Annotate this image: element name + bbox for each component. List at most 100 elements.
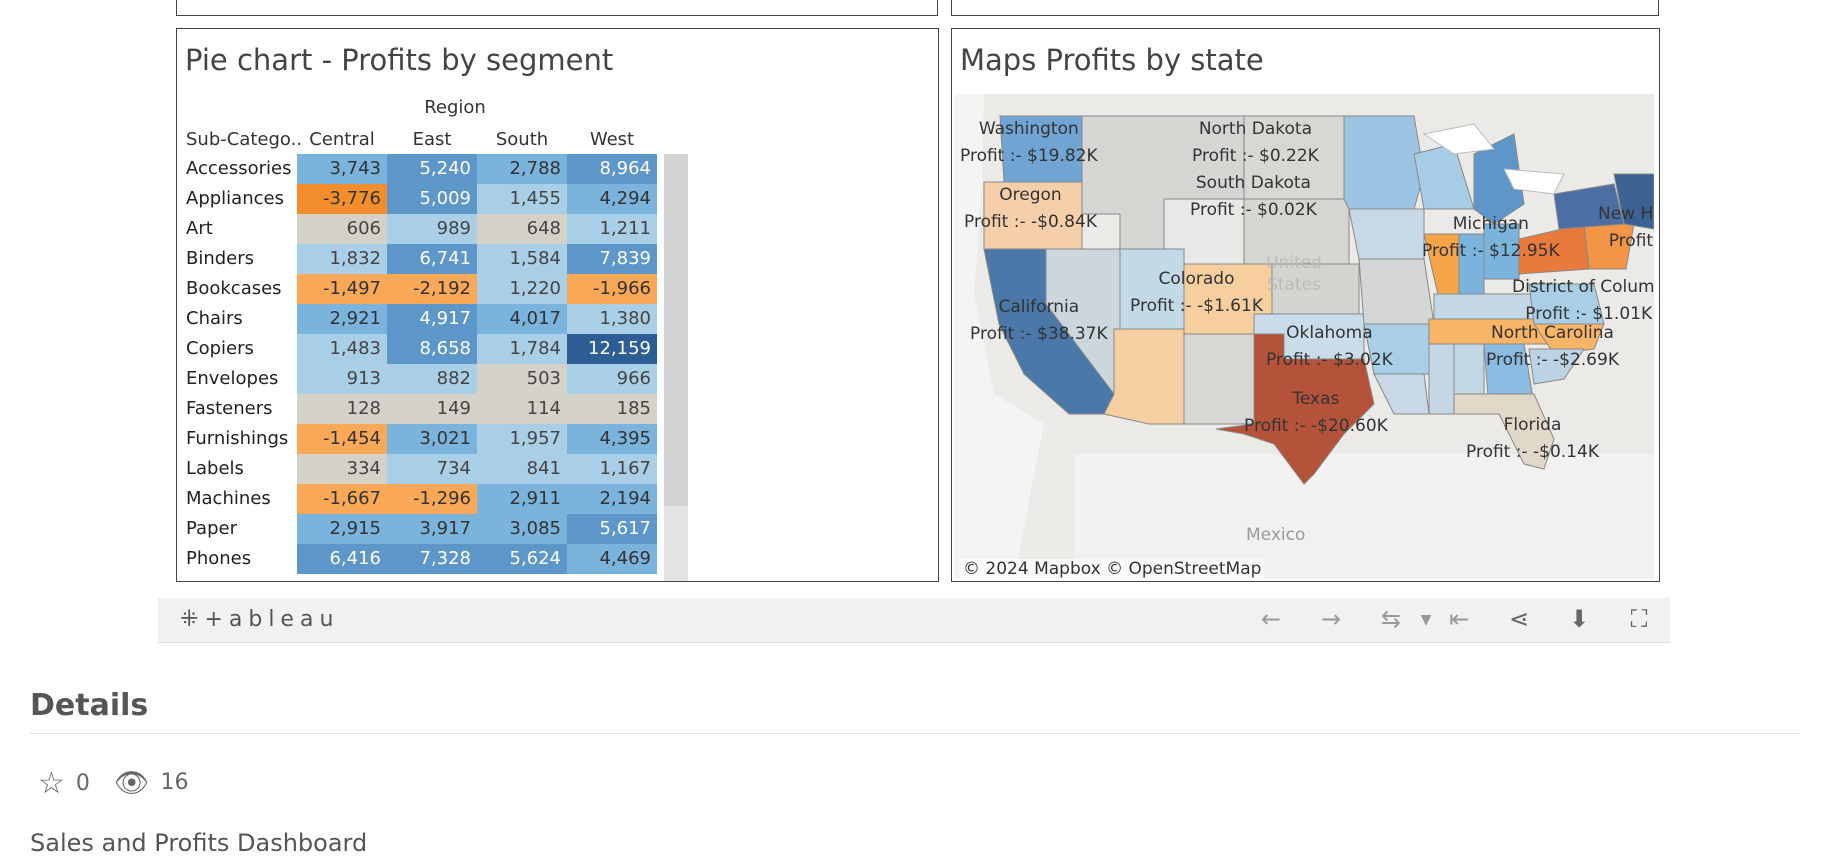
revert-icon[interactable]: ⇆ <box>1380 605 1402 633</box>
table-cell[interactable]: 185 <box>567 394 657 424</box>
profits-by-segment-panel: Pie chart - Profits by segment Region Su… <box>176 28 939 582</box>
table-cell[interactable]: 2,915 <box>297 514 387 544</box>
table-cell[interactable]: 4,917 <box>387 304 477 334</box>
table-cell[interactable]: 1,167 <box>567 454 657 484</box>
row-label[interactable]: Labels <box>186 458 244 479</box>
table-cell[interactable]: 3,917 <box>387 514 477 544</box>
table-cell[interactable]: 1,220 <box>477 274 567 304</box>
map-svg <box>954 94 1654 579</box>
country-label-united-states: United States <box>1266 253 1322 295</box>
table-cell[interactable]: 1,483 <box>297 334 387 364</box>
table-cell[interactable]: 5,009 <box>387 184 477 214</box>
table-cell[interactable]: 503 <box>477 364 567 394</box>
table-cell[interactable]: 2,194 <box>567 484 657 514</box>
row-label[interactable]: Binders <box>186 248 255 269</box>
row-label[interactable]: Chairs <box>186 308 243 329</box>
table-cell[interactable]: 913 <box>297 364 387 394</box>
table-cell[interactable]: 1,584 <box>477 244 567 274</box>
row-label[interactable]: Fasteners <box>186 398 273 419</box>
table-cell[interactable]: 2,921 <box>297 304 387 334</box>
tableau-toolbar: ⁜+ableau ← → ⇆ ▼ ⇤ ⋖ ⬇ ⛶ <box>158 598 1670 643</box>
fullscreen-icon[interactable]: ⛶ <box>1630 605 1648 633</box>
table-cell[interactable]: 5,617 <box>567 514 657 544</box>
dropdown-icon[interactable]: ▼ <box>1420 612 1432 628</box>
table-cell[interactable]: 334 <box>297 454 387 484</box>
row-label[interactable]: Envelopes <box>186 368 279 389</box>
table-cell[interactable]: 2,911 <box>477 484 567 514</box>
scrollbar-thumb[interactable] <box>664 154 688 506</box>
row-label[interactable]: Bookcases <box>186 278 282 299</box>
share-icon[interactable]: ⋖ <box>1508 605 1530 633</box>
table-cell[interactable]: -1,667 <box>297 484 387 514</box>
table-cell[interactable]: 4,294 <box>567 184 657 214</box>
column-header[interactable]: Central <box>309 129 375 150</box>
previous-panel-left-edge <box>176 0 938 16</box>
row-label[interactable]: Furnishings <box>186 428 289 449</box>
table-cell[interactable]: 989 <box>387 214 477 244</box>
table-cell[interactable]: 2,788 <box>477 154 567 184</box>
row-label[interactable]: Phones <box>186 548 252 569</box>
table-cell[interactable]: -2,192 <box>387 274 477 304</box>
column-header[interactable]: West <box>589 129 635 150</box>
state-label-oklahoma: Oklahoma Profit :- $3.02K <box>1266 323 1393 370</box>
state-label-district-of-columbia: District of Colum.. Profit :- $1.01K <box>1512 277 1654 324</box>
download-icon[interactable]: ⬇ <box>1568 605 1590 633</box>
row-label[interactable]: Appliances <box>186 188 284 209</box>
table-cell[interactable]: 7,839 <box>567 244 657 274</box>
row-label[interactable]: Copiers <box>186 338 254 359</box>
table-cell[interactable]: 12,159 <box>567 334 657 364</box>
row-label[interactable]: Art <box>186 218 213 239</box>
map-copyright[interactable]: © 2024 Mapbox © OpenStreetMap <box>960 559 1265 579</box>
table-cell[interactable]: 4,395 <box>567 424 657 454</box>
tableau-logo[interactable]: ⁜+ableau <box>180 607 340 632</box>
table-cell[interactable]: -1,454 <box>297 424 387 454</box>
table-cell[interactable]: -3,776 <box>297 184 387 214</box>
state-label-north-dakota: North Dakota Profit :- $0.22K <box>1192 119 1319 166</box>
table-cell[interactable]: 734 <box>387 454 477 484</box>
table-cell[interactable]: 114 <box>477 394 567 424</box>
table-cell[interactable]: 882 <box>387 364 477 394</box>
column-header[interactable]: East <box>412 129 452 150</box>
table-cell[interactable]: 6,741 <box>387 244 477 274</box>
table-cell[interactable]: 3,021 <box>387 424 477 454</box>
table-cell[interactable]: 966 <box>567 364 657 394</box>
row-label[interactable]: Paper <box>186 518 237 539</box>
column-header[interactable]: South <box>495 129 549 150</box>
row-header[interactable]: Sub-Catego.. <box>186 129 303 150</box>
table-cell[interactable]: 5,624 <box>477 544 567 574</box>
table-cell[interactable]: 3,743 <box>297 154 387 184</box>
table-cell[interactable]: 1,832 <box>297 244 387 274</box>
table-cell[interactable]: 1,784 <box>477 334 567 364</box>
table-cell[interactable]: -1,966 <box>567 274 657 304</box>
table-cell[interactable]: 3,085 <box>477 514 567 544</box>
table-cell[interactable]: 1,380 <box>567 304 657 334</box>
table-cell[interactable]: 606 <box>297 214 387 244</box>
table-cell[interactable]: -1,497 <box>297 274 387 304</box>
table-cell[interactable]: 4,469 <box>567 544 657 574</box>
table-cell[interactable]: 8,964 <box>567 154 657 184</box>
undo-icon[interactable]: ← <box>1260 605 1282 633</box>
redo-icon[interactable]: → <box>1320 605 1342 633</box>
table-cell[interactable]: 6,416 <box>297 544 387 574</box>
table-cell[interactable]: 5,240 <box>387 154 477 184</box>
table-cell[interactable]: -1,296 <box>387 484 477 514</box>
row-label[interactable]: Accessories <box>186 158 292 179</box>
row-label[interactable]: Machines <box>186 488 271 509</box>
view-count: 16 <box>160 769 189 795</box>
column-group-header: Region <box>424 97 486 118</box>
previous-panel-right-edge <box>951 0 1659 16</box>
table-cell[interactable]: 1,455 <box>477 184 567 214</box>
table-cell[interactable]: 128 <box>297 394 387 424</box>
us-map[interactable]: Washington Profit :- $19.82K Oregon Profit… <box>954 94 1654 579</box>
state-label-oregon: Oregon Profit :- -$0.84K <box>964 185 1097 232</box>
table-cell[interactable]: 149 <box>387 394 477 424</box>
table-cell[interactable]: 7,328 <box>387 544 477 574</box>
table-cell[interactable]: 1,211 <box>567 214 657 244</box>
reset-icon[interactable]: ⇤ <box>1448 605 1470 633</box>
table-cell[interactable]: 841 <box>477 454 567 484</box>
table-cell[interactable]: 4,017 <box>477 304 567 334</box>
table-cell[interactable]: 648 <box>477 214 567 244</box>
table-cell[interactable]: 1,957 <box>477 424 567 454</box>
favorite-button[interactable]: ☆ 0 <box>38 766 90 801</box>
table-cell[interactable]: 8,658 <box>387 334 477 364</box>
